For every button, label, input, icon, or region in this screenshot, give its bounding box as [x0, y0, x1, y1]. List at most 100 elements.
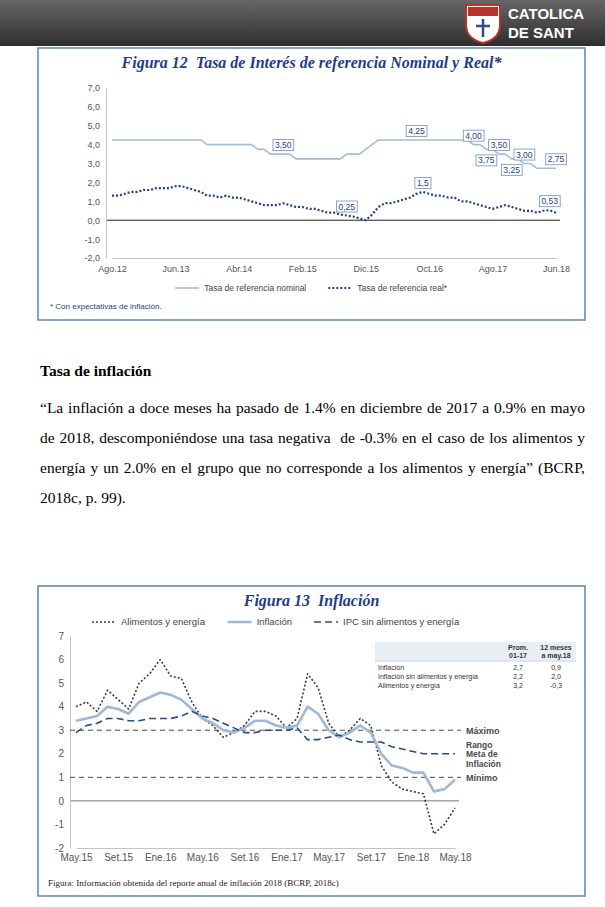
x-tick-label: Ago.17 [479, 264, 508, 274]
legend-swatch [228, 621, 252, 624]
legend: Tasa de referencia nominalTasa de refere… [175, 283, 448, 293]
y-tick: 6 [58, 654, 70, 665]
x-tick-label: Abr.14 [226, 264, 252, 274]
y-tick: 3,0 [87, 159, 106, 169]
y-tick: 4 [58, 701, 70, 712]
zero-line [70, 800, 459, 801]
table-row-label: Alimentos y energía [378, 682, 440, 690]
value-label-box [336, 201, 357, 212]
y-tick-label: 4,0 [87, 140, 100, 150]
series-line [76, 693, 455, 792]
x-tick: Ago.12 [98, 258, 127, 274]
y-tick: 1 [58, 772, 70, 783]
legend-entry: Inflación [228, 616, 292, 627]
legend-entry: Tasa de referencia real* [328, 283, 447, 293]
value-label: 4,00 [463, 130, 484, 141]
figure-title: Figura 13 Inflación [243, 592, 380, 610]
table-cell: -0,3 [550, 682, 562, 689]
x-tick-label: May.16 [187, 852, 219, 863]
table-column-head: 12 mesesa may.18 [540, 644, 572, 660]
y-tick: 2 [58, 748, 70, 759]
x-tick: May.16 [187, 848, 219, 863]
header-logo-cross [476, 19, 490, 37]
value-label-box [489, 140, 510, 151]
legend-label: Tasa de referencia real* [357, 283, 447, 293]
header-band [0, 0, 605, 46]
y-tick: 4,0 [87, 140, 106, 150]
x-tick: Set.16 [230, 848, 259, 863]
y-tick: 7,0 [87, 83, 106, 93]
x-tick-label: Set.17 [357, 852, 386, 863]
x-tick: Feb.15 [289, 258, 317, 274]
legend-label: Inflación [257, 616, 292, 627]
value-label-box [514, 149, 535, 160]
series-line [76, 660, 455, 834]
paragraph: “La inflación a doce meses ha pasado de … [40, 393, 585, 513]
value-label-text: 3,00 [516, 150, 533, 160]
y-tick-label: 7 [58, 631, 64, 642]
zero-line [106, 220, 560, 221]
y-tick: 5,0 [87, 121, 106, 131]
x-tick: Abr.14 [226, 258, 252, 274]
value-label-text: 4,25 [408, 126, 425, 136]
y-axis: -2-101234567 [55, 631, 70, 854]
series-line [112, 186, 556, 220]
legend-label: Alimentos y energía [121, 616, 206, 627]
value-label-box [501, 164, 522, 175]
table-cell: 2,7 [513, 664, 523, 671]
target-range-title-line: Meta de [466, 749, 498, 759]
x-tick: Ene.18 [398, 848, 430, 863]
x-tick-label: Set.15 [104, 852, 133, 863]
y-tick-label: 2,0 [87, 178, 100, 188]
legend-swatch [175, 287, 199, 289]
x-tick: Set.15 [104, 848, 133, 863]
value-label: 3,25 [501, 164, 522, 175]
y-tick-label: 0 [58, 796, 64, 807]
y-tick-label: 2 [58, 748, 64, 759]
value-label-text: 0,25 [338, 202, 355, 212]
table-cell: 2,2 [513, 673, 523, 680]
y-axis-line [106, 89, 107, 259]
y-tick-label: 3,0 [87, 159, 100, 169]
value-labels: 3,504,254,003,753,503,253,002,750,251,50… [273, 125, 567, 212]
x-tick-label: Oct.16 [416, 264, 443, 274]
value-label-text: 1,5 [417, 178, 429, 188]
value-label-text: 2,75 [548, 154, 565, 164]
table-column-head-line: 12 meses [540, 644, 572, 651]
x-tick: May.18 [439, 848, 471, 863]
value-label-box [406, 125, 427, 136]
value-label-text: 3,50 [275, 140, 292, 150]
y-tick-label: 1,0 [87, 197, 100, 207]
y-axis-line [70, 637, 71, 849]
value-label-text: 3,25 [503, 165, 520, 175]
legend-swatch [314, 621, 338, 623]
figure-title: Figura 12 Tasa de Interés de referencia … [121, 54, 503, 72]
x-tick: Set.17 [357, 848, 386, 863]
plot-area [112, 140, 556, 220]
y-tick: 5 [58, 678, 70, 689]
figure-frame [38, 48, 585, 320]
y-tick-label: 5,0 [87, 121, 100, 131]
source-note: Figura: Información obtenida del reporte… [48, 878, 339, 888]
value-label: 3,00 [514, 149, 535, 160]
page-canvas: CATOLICADE SANTFigura 12 Tasa de Interés… [0, 0, 605, 907]
value-label-box [463, 130, 484, 141]
y-tick: -1 [55, 819, 70, 830]
y-axis: -2,0-1,00,01,02,03,04,05,06,07,0 [84, 83, 106, 263]
value-label-box [546, 154, 567, 165]
target-range-title-line: Inflación [466, 759, 501, 769]
x-tick: Jun.18 [543, 258, 570, 274]
target-range-title: RangoMeta deInflación [466, 740, 501, 769]
x-axis-line [77, 848, 456, 849]
value-label: 2,75 [546, 154, 567, 165]
figure-1: Figura 12 Tasa de Interés de referencia … [38, 48, 585, 320]
x-tick: May.15 [60, 848, 92, 863]
legend-label: IPC sin alimentos y energía [343, 616, 460, 627]
y-tick-label: 5 [58, 678, 64, 689]
x-tick: Ene.16 [145, 848, 177, 863]
value-label: 0,53 [539, 196, 560, 207]
x-tick: Ene.17 [271, 848, 303, 863]
value-label: 3,75 [476, 155, 497, 166]
target-range-title-line: Rango [466, 740, 492, 750]
x-tick: Ago.17 [479, 258, 508, 274]
